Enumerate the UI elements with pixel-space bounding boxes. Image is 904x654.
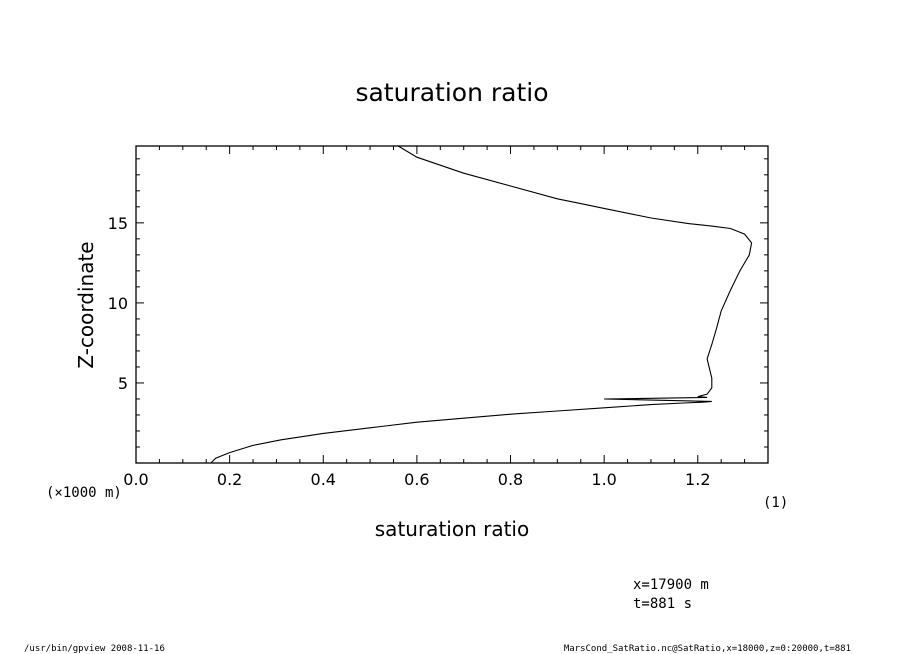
footer-right: MarsCond_SatRatio.nc@SatRatio,x=18000,z=… bbox=[564, 644, 851, 654]
axis-index-label: (1) bbox=[763, 495, 788, 511]
y-tick-label: 10 bbox=[108, 294, 128, 313]
y-tick-label: 15 bbox=[108, 214, 128, 233]
x-tick-labels: 0.0 0.2 0.4 0.6 0.8 1.0 1.2 bbox=[123, 470, 710, 489]
series-line bbox=[210, 145, 753, 464]
x-axis-label: saturation ratio bbox=[375, 517, 529, 541]
x-tick-label: 0.6 bbox=[404, 470, 429, 489]
t-value-info: t=881 s bbox=[633, 596, 692, 612]
y-tick-label: 5 bbox=[118, 374, 128, 393]
x-value-info: x=17900 m bbox=[633, 577, 709, 593]
x-tick-label: 0.8 bbox=[498, 470, 523, 489]
plot-frame bbox=[135, 145, 769, 464]
x-tick-label: 1.2 bbox=[685, 470, 710, 489]
y-axis-label: Z-coordinate bbox=[74, 241, 98, 368]
axis-ticks bbox=[135, 146, 769, 463]
x-tick-label: 0.2 bbox=[217, 470, 242, 489]
y-tick-labels: 5 10 15 bbox=[108, 214, 128, 393]
y-unit-label: (×1000 m) bbox=[46, 485, 122, 501]
x-tick-label: 1.0 bbox=[591, 470, 616, 489]
footer-left: /usr/bin/gpview 2008-11-16 bbox=[24, 644, 165, 654]
x-tick-label: 0.0 bbox=[123, 470, 148, 489]
chart-title: saturation ratio bbox=[355, 78, 548, 107]
x-tick-label: 0.4 bbox=[311, 470, 336, 489]
